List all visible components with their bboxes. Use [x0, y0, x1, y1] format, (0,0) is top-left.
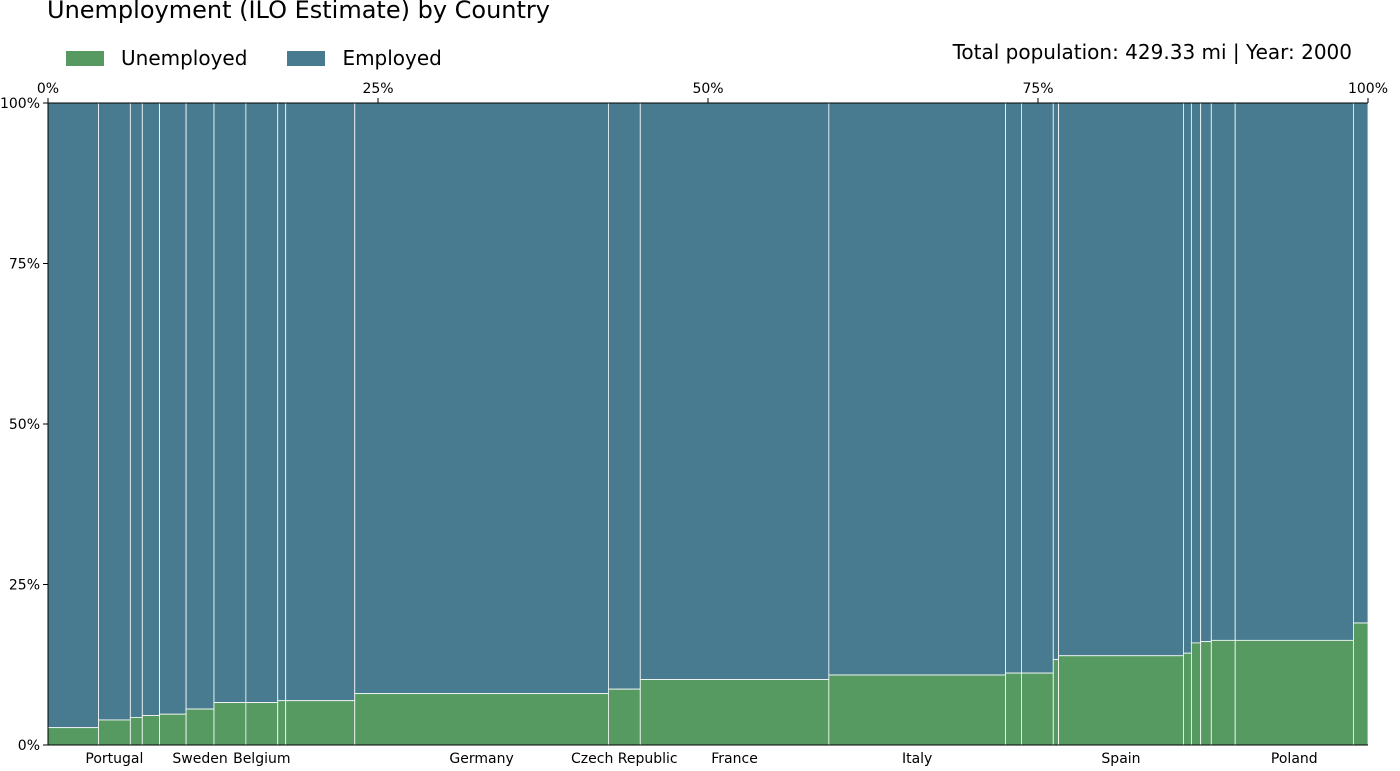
- x-category-label: Spain: [1101, 751, 1140, 767]
- x-category-label: France: [711, 751, 758, 767]
- unemployed-bar-8: [277, 700, 287, 746]
- unemployed-bar-12: [639, 679, 830, 746]
- employed-bar-13: [828, 102, 1006, 676]
- x-category-label: Czech Republic: [571, 751, 678, 767]
- x-category-label: Germany: [449, 751, 513, 767]
- x-tick-label: 0%: [37, 81, 59, 97]
- unemployed-bar-4: [159, 713, 187, 746]
- chart-legend: Unemployed Employed: [66, 44, 482, 72]
- legend-label-unemployed: Unemployed: [121, 46, 248, 70]
- employed-bar-12: [639, 102, 830, 680]
- unemployed-bar-23: [1352, 622, 1369, 746]
- x-tick-label: 75%: [1022, 81, 1053, 97]
- chart-title: Unemployment (ILO Estimate) by Country: [47, 0, 550, 24]
- employed-bar-14: [1005, 102, 1022, 674]
- employed-bar-0: [47, 102, 99, 729]
- employed-bar-20: [1200, 102, 1212, 643]
- unemployed-bar-2: [129, 716, 143, 746]
- y-tick-label: 75%: [9, 257, 40, 273]
- legend-item-employed: Employed: [287, 46, 442, 70]
- unemployed-bar-6: [213, 702, 247, 746]
- unemployed-bar-1: [98, 719, 131, 746]
- unemployed-bar-5: [185, 708, 215, 746]
- legend-swatch-unemployed: [66, 50, 104, 66]
- unemployed-bar-11: [608, 688, 641, 746]
- unemployed-bar-19: [1190, 642, 1202, 746]
- legend-item-unemployed: Unemployed: [66, 46, 247, 70]
- unemployed-bar-15: [1021, 672, 1054, 746]
- employed-bar-5: [185, 102, 215, 710]
- x-category-label: Poland: [1271, 751, 1318, 767]
- unemployed-bar-16: [1052, 659, 1059, 746]
- y-tick-label: 25%: [9, 578, 40, 594]
- employed-bar-23: [1352, 102, 1369, 624]
- employed-bar-4: [159, 102, 187, 715]
- employed-bar-15: [1021, 102, 1054, 674]
- x-tick-label: 25%: [362, 81, 393, 97]
- unemployed-bar-10: [354, 693, 609, 746]
- chart-subtitle: Total population: 429.33 mi | Year: 2000: [952, 40, 1352, 64]
- employed-bar-3: [141, 102, 160, 716]
- unemployed-bar-22: [1234, 639, 1354, 746]
- unemployed-bar-7: [245, 702, 279, 746]
- legend-swatch-employed: [287, 50, 326, 66]
- x-category-label: Sweden: [172, 751, 227, 767]
- x-tick-label: 50%: [692, 81, 723, 97]
- unemployed-bar-14: [1005, 672, 1022, 746]
- employed-bar-11: [608, 102, 641, 690]
- unemployed-bar-3: [141, 715, 160, 746]
- employed-bar-17: [1058, 102, 1184, 657]
- y-tick-label: 100%: [0, 96, 40, 112]
- x-category-label: Portugal: [85, 751, 143, 767]
- unemployed-bar-21: [1210, 639, 1236, 746]
- unemployed-bar-17: [1058, 655, 1184, 746]
- employed-bar-18: [1183, 102, 1192, 654]
- y-tick-label: 50%: [9, 417, 40, 433]
- employed-bar-9: [285, 102, 356, 702]
- unemployed-bar-0: [47, 727, 99, 746]
- unemployed-bar-9: [285, 700, 356, 746]
- employed-bar-19: [1190, 102, 1202, 644]
- unemployed-bar-18: [1183, 652, 1192, 746]
- employed-bar-7: [245, 102, 279, 704]
- employed-bar-21: [1210, 102, 1236, 641]
- employed-bar-1: [98, 102, 131, 721]
- unemployed-bar-20: [1200, 641, 1212, 746]
- x-category-label: Belgium: [233, 751, 290, 767]
- employed-bar-6: [213, 102, 247, 704]
- employed-bar-10: [354, 102, 609, 695]
- employed-bar-22: [1234, 102, 1354, 641]
- employed-bar-16: [1052, 102, 1059, 661]
- y-tick-label: 0%: [18, 738, 40, 754]
- x-category-label: Italy: [902, 751, 932, 767]
- legend-label-employed: Employed: [342, 46, 442, 70]
- employed-bar-2: [129, 102, 143, 718]
- x-tick-label: 100%: [1348, 81, 1388, 97]
- unemployed-bar-13: [828, 674, 1006, 746]
- employed-bar-8: [277, 102, 287, 702]
